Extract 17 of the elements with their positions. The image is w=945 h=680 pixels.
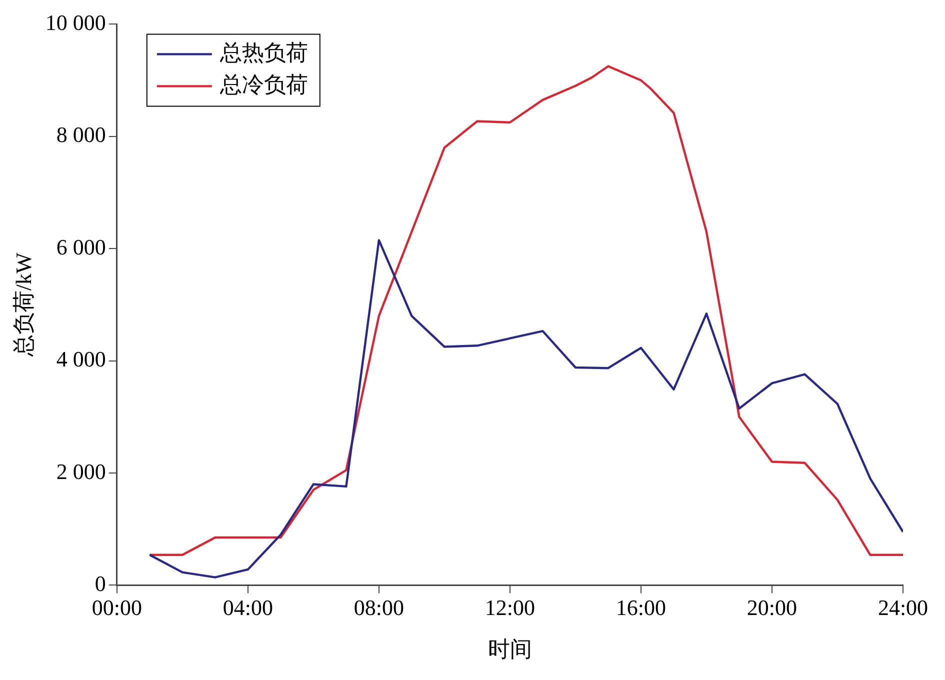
- y-tick-label: 0: [94, 570, 106, 596]
- x-tick-label: 24:00: [878, 595, 928, 620]
- x-tick-label: 08:00: [354, 595, 404, 620]
- x-axis-title: 时间: [488, 636, 532, 662]
- x-tick-label: 00:00: [92, 595, 142, 620]
- legend-label: 总热负荷: [218, 40, 308, 65]
- x-tick-label: 20:00: [746, 595, 798, 620]
- legend-label: 总冷负荷: [218, 72, 308, 97]
- x-tick-label: 04:00: [222, 595, 273, 620]
- x-tick-label: 12:00: [484, 595, 536, 620]
- y-tick-label: 8 000: [56, 122, 106, 148]
- y-tick-label: 4 000: [56, 346, 106, 372]
- x-tick-label: 16:00: [616, 595, 666, 620]
- y-tick-label: 2 000: [56, 458, 106, 484]
- y-tick-label: 6 000: [56, 234, 106, 260]
- y-tick-label: 10 000: [45, 10, 106, 35]
- y-axis-title: 总负荷/kW: [10, 252, 36, 358]
